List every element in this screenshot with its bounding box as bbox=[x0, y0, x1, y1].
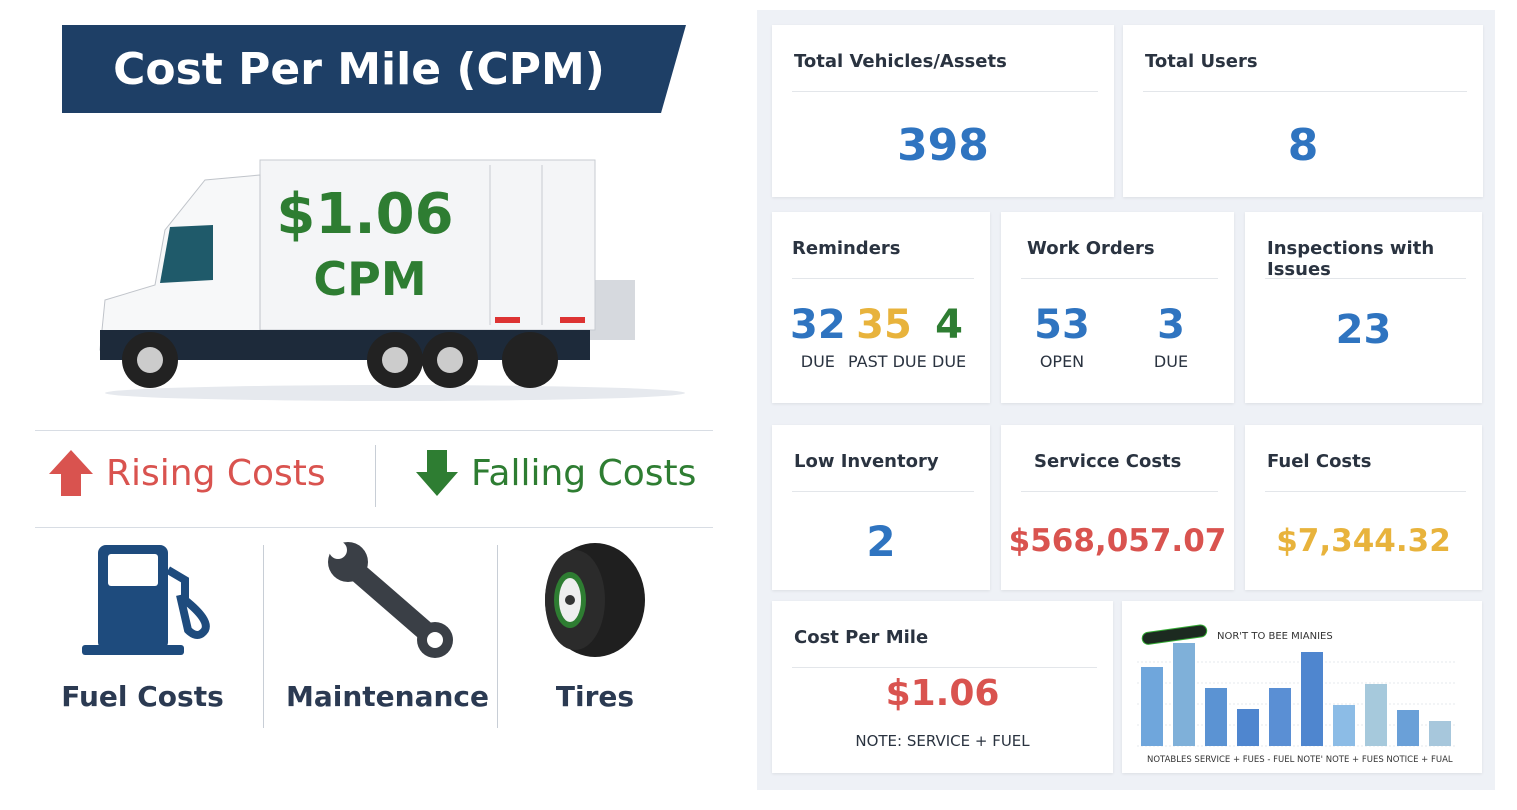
divider bbox=[497, 545, 498, 728]
stat-label: PAST DUE bbox=[848, 352, 927, 371]
card-chart[interactable]: NOR'T TO BEE MIANIES NOTABLES SERVICE + F… bbox=[1122, 601, 1482, 773]
chart-bar bbox=[1429, 721, 1451, 746]
category-maintenance: Maintenance bbox=[285, 680, 489, 713]
divider bbox=[375, 445, 376, 507]
card-value: 398 bbox=[897, 120, 989, 171]
chart-bar bbox=[1333, 705, 1355, 746]
category-tires: Tires bbox=[555, 680, 635, 713]
card-title: Low Inventory bbox=[794, 451, 939, 472]
divider bbox=[35, 527, 713, 528]
card-fuel-costs[interactable]: Fuel Costs $7,344.32 bbox=[1245, 425, 1482, 590]
card-work-orders[interactable]: Work Orders 53 OPEN 3 DUE bbox=[1001, 212, 1234, 403]
cpm-note: NOTE: SERVICE + FUEL bbox=[855, 732, 1030, 750]
chart-bar bbox=[1205, 688, 1227, 746]
rising-costs: Rising Costs bbox=[48, 448, 326, 498]
card-title: Total Users bbox=[1145, 51, 1258, 72]
chart-bar bbox=[1365, 684, 1387, 746]
tire-icon bbox=[545, 543, 645, 657]
truck-cpm-unit: CPM bbox=[313, 252, 427, 306]
chart-badge bbox=[1141, 624, 1208, 645]
card-value: 8 bbox=[1287, 120, 1319, 171]
card-title: Reminders bbox=[792, 238, 901, 259]
chart-bar bbox=[1301, 652, 1323, 746]
reminders-due-soon-value: 4 bbox=[935, 302, 963, 348]
card-value: 2 bbox=[866, 517, 896, 566]
stat-label: OPEN bbox=[1039, 352, 1085, 371]
card-total-users[interactable]: Total Users 8 bbox=[1123, 25, 1483, 197]
card-inspections[interactable]: Inspections with Issues 23 bbox=[1245, 212, 1482, 403]
chart-bar bbox=[1269, 688, 1291, 746]
card-title: Fuel Costs bbox=[1267, 451, 1372, 472]
card-title: Inspections with Issues bbox=[1267, 238, 1435, 280]
card-cost-per-mile[interactable]: Cost Per Mile $1.06 NOTE: SERVICE + FUEL bbox=[772, 601, 1113, 773]
chart-bar bbox=[1237, 709, 1259, 746]
chart-x-labels: NOTABLES SERVICE + FUES - FUEL NOTE' NOT… bbox=[1147, 755, 1453, 765]
truck-cpm-value: $1.06 bbox=[276, 182, 454, 247]
card-value: $1.06 bbox=[885, 673, 1000, 714]
arrow-down-icon bbox=[416, 450, 458, 496]
bar-chart: NOR'T TO BEE MIANIES NOTABLES SERVICE + F… bbox=[1137, 624, 1457, 765]
chart-title: NOR'T TO BEE MIANIES bbox=[1217, 631, 1333, 642]
reminders-past-due-value: 35 bbox=[856, 302, 912, 348]
stat-label: DUE bbox=[1153, 352, 1189, 371]
stat-label: DUE bbox=[800, 352, 835, 371]
fuel-pump-icon bbox=[82, 545, 210, 655]
card-value: $7,344.32 bbox=[1276, 523, 1451, 559]
reminders-due-value: 32 bbox=[790, 302, 846, 348]
chart-bar bbox=[1397, 710, 1419, 746]
arrow-up-icon bbox=[49, 450, 93, 496]
falling-costs-label: Falling Costs bbox=[471, 452, 697, 494]
chart-bar bbox=[1141, 667, 1163, 746]
category-fuel-costs: Fuel Costs bbox=[61, 680, 224, 713]
stat-label: DUE bbox=[932, 352, 967, 371]
card-title: Work Orders bbox=[1027, 238, 1155, 259]
page-title: Cost Per Mile (CPM) bbox=[62, 25, 686, 113]
card-value: 23 bbox=[1335, 307, 1392, 353]
wrench-icon bbox=[328, 541, 453, 658]
divider bbox=[263, 545, 264, 728]
work-orders-due-value: 3 bbox=[1157, 302, 1185, 348]
work-orders-open-value: 53 bbox=[1034, 302, 1090, 348]
card-title: Servicce Costs bbox=[1034, 451, 1182, 472]
divider bbox=[35, 430, 713, 431]
card-value: $568,057.07 bbox=[1008, 523, 1227, 559]
dashboard-panel: Total Vehicles/Assets 398 Total Users 8 … bbox=[757, 10, 1495, 790]
card-total-vehicles[interactable]: Total Vehicles/Assets 398 bbox=[772, 25, 1114, 197]
chart-bar bbox=[1173, 643, 1195, 746]
falling-costs: Falling Costs bbox=[415, 448, 696, 498]
card-title: Cost Per Mile bbox=[794, 627, 929, 648]
truck-illustration bbox=[99, 159, 685, 401]
card-low-inventory[interactable]: Low Inventory 2 bbox=[772, 425, 990, 590]
card-service-costs[interactable]: Servicce Costs $568,057.07 bbox=[1001, 425, 1234, 590]
card-title: Total Vehicles/Assets bbox=[794, 51, 1007, 72]
rising-costs-label: Rising Costs bbox=[106, 452, 326, 494]
card-reminders[interactable]: Reminders 32 DUE 35 PAST DUE 4 DUE bbox=[772, 212, 990, 403]
